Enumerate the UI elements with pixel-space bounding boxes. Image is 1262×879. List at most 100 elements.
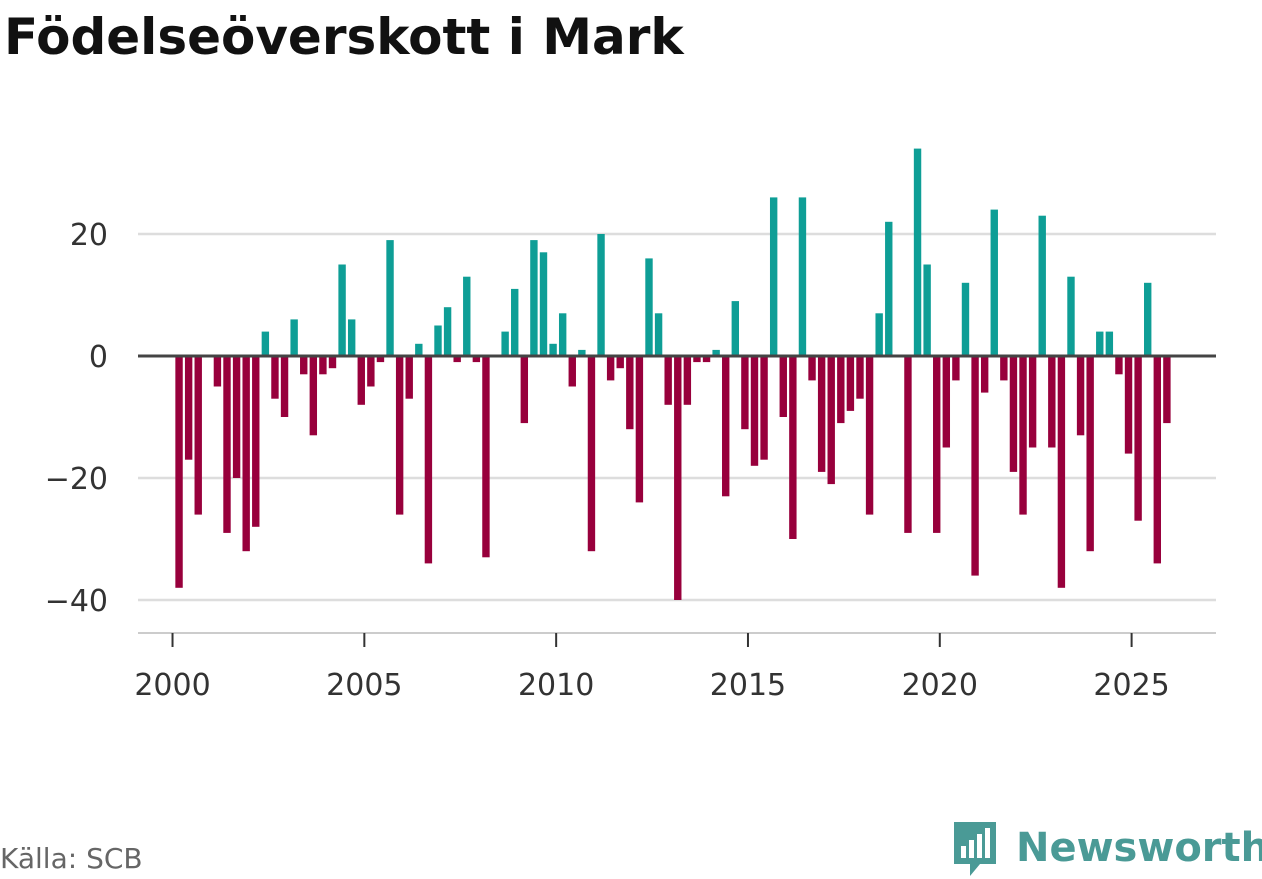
bar — [453, 356, 461, 363]
bar — [271, 356, 279, 399]
bar — [654, 313, 663, 356]
bar — [1000, 356, 1008, 381]
bar — [338, 264, 346, 356]
chart-title: Födelseöverskott i Mark — [4, 8, 684, 66]
y-tick-label: −40 — [45, 584, 108, 619]
bar — [865, 356, 874, 515]
bar — [328, 356, 337, 369]
bar — [769, 197, 778, 356]
bar — [1038, 215, 1046, 356]
y-tick-label: −20 — [45, 462, 108, 497]
bar — [1144, 282, 1152, 356]
bar — [300, 356, 308, 375]
bar — [290, 319, 298, 356]
bar — [232, 356, 241, 478]
bar — [463, 276, 471, 356]
bar — [952, 356, 960, 381]
bar — [501, 331, 509, 356]
bar — [933, 356, 941, 533]
bar — [875, 313, 883, 356]
bar — [750, 356, 759, 466]
bar — [347, 319, 356, 356]
brand-logo[interactable]: Newsworthy — [950, 818, 1262, 878]
bar — [357, 356, 365, 405]
bar — [674, 356, 682, 600]
bar — [194, 356, 202, 515]
bar — [722, 356, 730, 497]
bar — [980, 356, 989, 393]
bars — [175, 148, 1171, 600]
bar — [376, 356, 385, 363]
bar — [693, 356, 701, 363]
bar — [386, 240, 394, 356]
x-tick-label: 2015 — [710, 668, 786, 703]
bar — [1057, 356, 1066, 588]
bar — [1134, 356, 1142, 521]
bar — [319, 356, 327, 375]
bar — [261, 331, 270, 356]
x-tick-label: 2020 — [902, 668, 978, 703]
y-tick-label: 0 — [89, 340, 108, 375]
bar — [645, 258, 653, 356]
bar — [1115, 356, 1123, 375]
bar — [1067, 276, 1075, 356]
bar — [558, 313, 567, 356]
bar — [530, 240, 538, 356]
bar — [434, 325, 442, 356]
bar — [913, 148, 922, 356]
bar — [424, 356, 433, 564]
bar — [1096, 331, 1104, 356]
bar — [482, 356, 490, 558]
bar — [837, 356, 845, 424]
bar — [664, 356, 672, 405]
bar — [760, 356, 768, 460]
bar — [597, 234, 605, 356]
bar — [1028, 356, 1037, 448]
bar — [1153, 356, 1161, 564]
bar — [549, 343, 557, 356]
bar — [817, 356, 826, 472]
bar — [568, 356, 576, 387]
bar — [606, 356, 615, 381]
bar — [587, 356, 596, 552]
bar — [1019, 356, 1027, 515]
bar — [539, 252, 548, 356]
bar — [798, 197, 807, 356]
bar — [1076, 356, 1085, 436]
bar — [731, 301, 740, 356]
bar — [252, 356, 260, 527]
bar — [923, 264, 931, 356]
bar — [1009, 356, 1018, 472]
bar — [309, 356, 318, 436]
bar — [1048, 356, 1056, 448]
bar — [779, 356, 787, 417]
x-tick-label: 2000 — [134, 668, 210, 703]
bar — [702, 356, 711, 363]
bar — [846, 356, 855, 411]
bar — [578, 349, 586, 356]
bar — [1124, 356, 1133, 454]
bar — [626, 356, 634, 430]
bar — [990, 209, 998, 356]
x-tick-label: 2025 — [1093, 668, 1169, 703]
x-tick-label: 2005 — [326, 668, 402, 703]
bar — [808, 356, 816, 381]
bar — [415, 343, 423, 356]
bar — [405, 356, 413, 399]
bar — [856, 356, 864, 399]
bar — [223, 356, 231, 533]
source-note: Källa: SCB — [0, 842, 143, 875]
bar — [175, 356, 183, 588]
bar — [184, 356, 193, 460]
bar — [242, 356, 250, 552]
bar — [904, 356, 912, 533]
x-tick-label: 2010 — [518, 668, 594, 703]
axes: 20 0 −20 −40 2000 2005 2010 2015 2020 2025 — [45, 218, 1216, 703]
newsworthy-logo-icon — [954, 822, 996, 876]
bar — [885, 221, 893, 356]
bar — [1086, 356, 1094, 552]
bar — [280, 356, 289, 417]
bar — [635, 356, 644, 503]
bar — [971, 356, 979, 576]
y-tick-label: 20 — [70, 218, 108, 253]
